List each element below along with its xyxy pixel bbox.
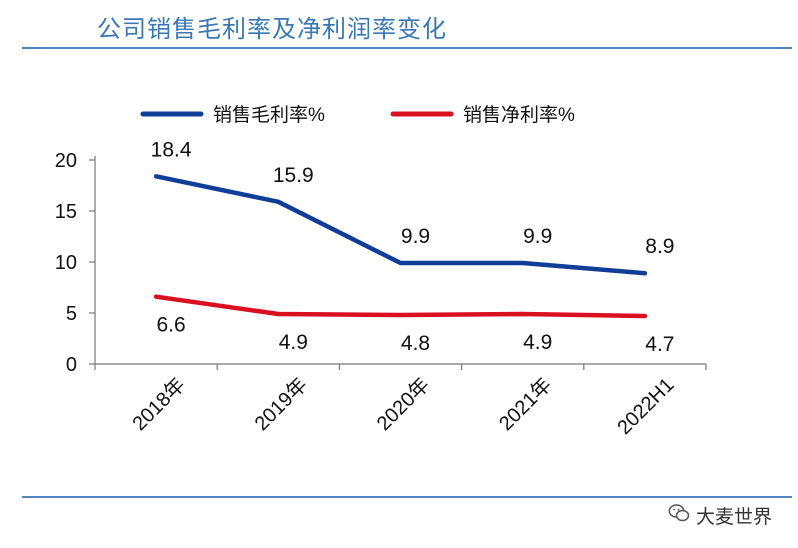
y-tick-label: 15 bbox=[55, 201, 77, 223]
data-label: 15.9 bbox=[273, 164, 314, 187]
data-label: 4.8 bbox=[401, 332, 430, 355]
watermark-text: 大麦世界 bbox=[695, 506, 772, 528]
data-label: 4.9 bbox=[279, 331, 308, 354]
data-label: 4.9 bbox=[523, 331, 552, 354]
x-tick-label: 2021年 bbox=[494, 373, 556, 435]
legend-label: 销售毛利率% bbox=[213, 104, 325, 126]
wechat-icon bbox=[668, 503, 690, 528]
x-tick-label: 2019年 bbox=[250, 373, 312, 435]
y-tick-label: 0 bbox=[66, 354, 77, 376]
data-label: 9.9 bbox=[401, 225, 430, 248]
data-label: 18.4 bbox=[151, 138, 192, 161]
bottom-divider bbox=[22, 496, 792, 498]
data-label: 9.9 bbox=[523, 225, 552, 248]
watermark: 大麦世界 bbox=[668, 502, 772, 529]
top-divider bbox=[22, 47, 792, 49]
series-line bbox=[153, 294, 648, 319]
legend-label: 销售净利率% bbox=[463, 104, 575, 126]
y-tick-label: 5 bbox=[66, 303, 77, 325]
y-tick-label: 20 bbox=[55, 150, 77, 172]
page-title: 公司销售毛利率及净利润率变化 bbox=[97, 15, 447, 43]
data-label: 4.7 bbox=[645, 333, 674, 356]
x-tick-label: 2020年 bbox=[372, 373, 434, 435]
x-tick-label: 2022H1 bbox=[613, 374, 678, 439]
x-tick-label: 2018年 bbox=[128, 373, 190, 435]
series-line bbox=[153, 174, 648, 276]
data-label: 8.9 bbox=[645, 235, 674, 258]
data-label: 6.6 bbox=[156, 314, 185, 337]
y-tick-label: 10 bbox=[55, 252, 77, 274]
